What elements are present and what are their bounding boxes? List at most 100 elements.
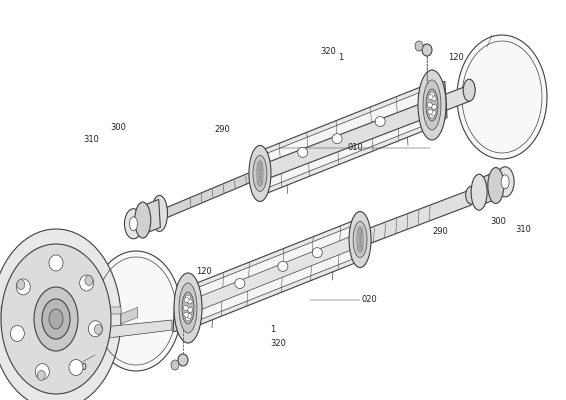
- Text: 300: 300: [110, 124, 126, 132]
- Polygon shape: [259, 88, 433, 190]
- Ellipse shape: [471, 174, 487, 210]
- Ellipse shape: [17, 280, 25, 290]
- Polygon shape: [121, 307, 138, 324]
- Ellipse shape: [42, 299, 70, 339]
- Ellipse shape: [88, 321, 102, 337]
- Ellipse shape: [423, 80, 441, 130]
- Ellipse shape: [171, 360, 179, 370]
- Ellipse shape: [428, 109, 433, 114]
- Ellipse shape: [187, 314, 192, 318]
- Ellipse shape: [258, 180, 262, 186]
- Text: 290: 290: [432, 228, 448, 236]
- Text: 290: 290: [214, 126, 230, 134]
- Ellipse shape: [359, 241, 363, 247]
- Ellipse shape: [249, 146, 271, 202]
- Text: 310: 310: [83, 136, 99, 144]
- Ellipse shape: [415, 41, 423, 51]
- Ellipse shape: [184, 298, 189, 302]
- Ellipse shape: [359, 244, 363, 250]
- Text: 010: 010: [348, 144, 364, 152]
- Ellipse shape: [375, 116, 385, 126]
- Polygon shape: [255, 85, 470, 183]
- Ellipse shape: [358, 246, 362, 252]
- Ellipse shape: [432, 104, 436, 109]
- Ellipse shape: [187, 299, 192, 304]
- Ellipse shape: [35, 364, 49, 380]
- Ellipse shape: [85, 276, 93, 286]
- Ellipse shape: [259, 162, 263, 168]
- Ellipse shape: [174, 273, 202, 343]
- Ellipse shape: [257, 163, 261, 169]
- Ellipse shape: [253, 156, 267, 192]
- Ellipse shape: [10, 326, 24, 342]
- Ellipse shape: [130, 217, 138, 231]
- Ellipse shape: [358, 226, 362, 232]
- Ellipse shape: [125, 209, 143, 239]
- Ellipse shape: [463, 79, 475, 101]
- Ellipse shape: [135, 202, 151, 238]
- Polygon shape: [187, 231, 365, 315]
- Ellipse shape: [256, 170, 260, 176]
- Ellipse shape: [259, 180, 263, 186]
- Polygon shape: [259, 83, 434, 196]
- Ellipse shape: [430, 113, 435, 118]
- Ellipse shape: [357, 239, 361, 245]
- Ellipse shape: [430, 92, 435, 97]
- Ellipse shape: [16, 279, 30, 295]
- Text: 030: 030: [72, 364, 88, 372]
- Ellipse shape: [37, 370, 45, 380]
- Ellipse shape: [501, 175, 509, 189]
- Text: 020: 020: [362, 296, 378, 304]
- Ellipse shape: [182, 292, 194, 324]
- Polygon shape: [0, 307, 121, 314]
- Text: 300: 300: [490, 218, 506, 226]
- Ellipse shape: [357, 236, 361, 242]
- Ellipse shape: [466, 186, 478, 204]
- Ellipse shape: [257, 177, 261, 183]
- Ellipse shape: [80, 275, 93, 291]
- Ellipse shape: [428, 94, 433, 100]
- Ellipse shape: [179, 283, 197, 333]
- Ellipse shape: [259, 164, 263, 170]
- Ellipse shape: [357, 229, 361, 235]
- Ellipse shape: [95, 324, 102, 334]
- Ellipse shape: [418, 70, 446, 140]
- Ellipse shape: [258, 179, 261, 185]
- Ellipse shape: [256, 173, 261, 179]
- Ellipse shape: [178, 354, 188, 366]
- Ellipse shape: [353, 222, 367, 258]
- Ellipse shape: [258, 161, 261, 167]
- Ellipse shape: [457, 35, 547, 159]
- Ellipse shape: [259, 171, 263, 177]
- Ellipse shape: [359, 237, 363, 243]
- Ellipse shape: [259, 174, 263, 180]
- Polygon shape: [173, 286, 189, 332]
- Text: 1: 1: [270, 326, 275, 334]
- Ellipse shape: [298, 147, 308, 157]
- Ellipse shape: [332, 134, 342, 144]
- Ellipse shape: [49, 255, 63, 271]
- Polygon shape: [167, 170, 256, 218]
- Ellipse shape: [259, 167, 263, 173]
- Ellipse shape: [431, 110, 436, 116]
- Polygon shape: [431, 82, 447, 127]
- Ellipse shape: [184, 312, 189, 317]
- Ellipse shape: [357, 232, 361, 238]
- Ellipse shape: [188, 307, 192, 312]
- Text: 320: 320: [320, 48, 336, 56]
- Text: 120: 120: [448, 52, 464, 62]
- Ellipse shape: [235, 278, 245, 288]
- Ellipse shape: [49, 309, 63, 329]
- Ellipse shape: [496, 167, 514, 197]
- Ellipse shape: [357, 245, 361, 251]
- Ellipse shape: [278, 261, 288, 271]
- Polygon shape: [187, 218, 361, 330]
- Ellipse shape: [358, 246, 363, 252]
- Ellipse shape: [359, 228, 363, 234]
- Ellipse shape: [257, 166, 261, 172]
- Ellipse shape: [312, 248, 322, 258]
- Ellipse shape: [431, 96, 436, 101]
- Ellipse shape: [69, 360, 83, 376]
- Text: 310: 310: [515, 224, 531, 234]
- Polygon shape: [187, 222, 361, 325]
